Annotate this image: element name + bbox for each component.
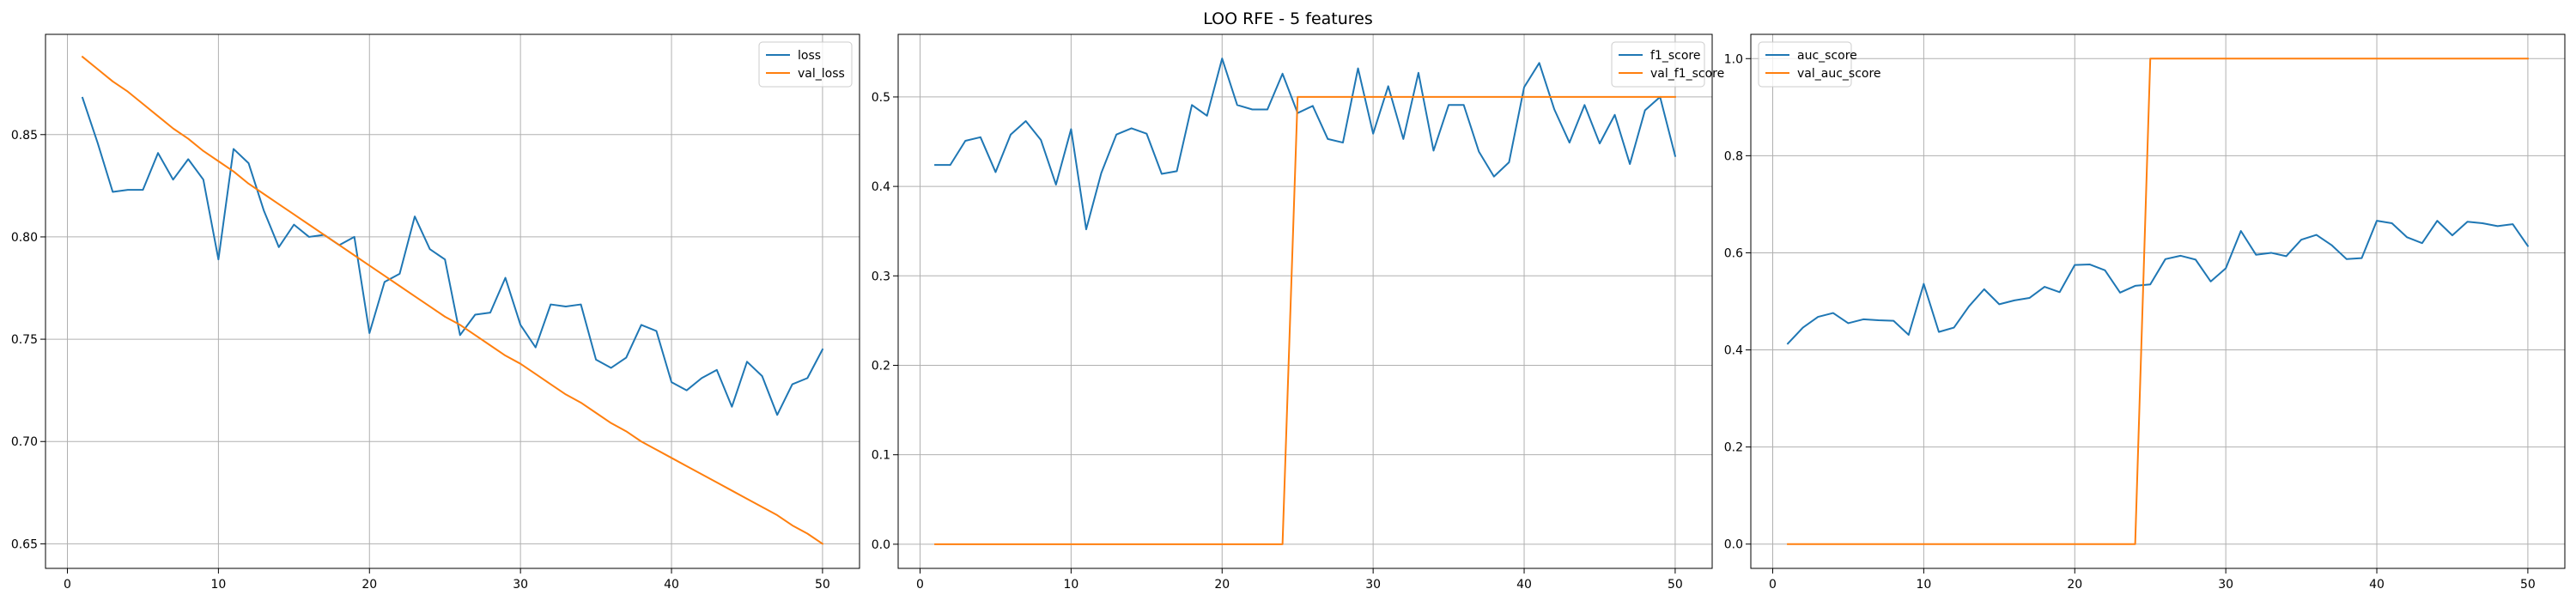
x-tick-label: 10 xyxy=(1063,578,1078,592)
figure-title: LOO RFE - 5 features xyxy=(1203,9,1373,28)
x-tick-label: 10 xyxy=(210,578,226,592)
y-tick-label: 0.85 xyxy=(11,129,38,143)
y-tick-label: 0.3 xyxy=(872,270,890,283)
legend-label: val_loss xyxy=(798,67,845,81)
chart-panel-1: 0 10 20 30 40 50 0.65 0.70 0.75 0.80 0.85 loss val_l… xyxy=(11,33,860,592)
series-line-f1-score xyxy=(934,58,1677,231)
axes-frame xyxy=(897,33,1713,569)
x-tick-label: 30 xyxy=(2218,578,2233,592)
y-tick-label: 0.0 xyxy=(1724,538,1743,552)
legend: f1_score val_f1_score xyxy=(1611,41,1724,88)
legend-box xyxy=(758,41,853,88)
y-tick-label: 0.70 xyxy=(11,435,38,449)
y-tick-label: 0.1 xyxy=(872,449,890,463)
legend-label: f1_score xyxy=(1650,49,1700,63)
x-tick-label: 50 xyxy=(1668,578,1683,592)
legend-box xyxy=(1758,41,1852,88)
x-tick-label: 20 xyxy=(2067,578,2082,592)
x-tick-label: 50 xyxy=(2520,578,2536,592)
x-tick-label: 20 xyxy=(1214,578,1230,592)
chart-panel-3: 0 10 20 30 40 50 0.0 0.2 0.4 0.6 0.8 1.0 auc_scoreva… xyxy=(1724,33,2566,592)
series-line-loss xyxy=(81,96,824,416)
y-tick-label: 0.0 xyxy=(872,538,890,552)
x-tick-label: 20 xyxy=(361,578,377,592)
y-tick-label: 0.2 xyxy=(1724,441,1743,455)
series-line-val-auc-score xyxy=(1787,58,2529,545)
y-tick-label: 1.0 xyxy=(1724,52,1743,66)
legend: auc_score val_auc_score xyxy=(1758,41,1881,88)
y-tick-label: 0.80 xyxy=(11,231,38,245)
x-tick-label: 40 xyxy=(664,578,679,592)
x-tick-label: 0 xyxy=(1769,578,1777,592)
legend-label: val_f1_score xyxy=(1650,67,1724,81)
x-tick-label: 40 xyxy=(2369,578,2385,592)
x-tick-label: 50 xyxy=(815,578,830,592)
x-tick-label: 0 xyxy=(916,578,924,592)
y-tick-label: 0.65 xyxy=(11,537,38,551)
legend-box xyxy=(1611,41,1705,88)
legend: loss val_loss xyxy=(758,41,853,88)
series-line-val-f1-score xyxy=(934,95,1676,545)
axes-frame xyxy=(45,33,860,569)
axes-frame xyxy=(1750,33,2566,569)
y-tick-label: 0.8 xyxy=(1724,149,1743,163)
legend-label: val_auc_score xyxy=(1797,67,1881,81)
legend-label: auc_score xyxy=(1797,49,1857,63)
x-tick-label: 10 xyxy=(1916,578,1931,592)
y-tick-label: 0.75 xyxy=(11,333,38,347)
chart-panel-2: 0 10 20 30 40 50 0.0 0.1 0.2 0.3 0.4 0.5 f1_scoreval… xyxy=(872,33,1724,592)
y-tick-label: 0.2 xyxy=(872,359,890,373)
series-line-auc-score xyxy=(1786,220,2530,345)
x-tick-label: 0 xyxy=(64,578,71,592)
y-tick-label: 0.6 xyxy=(1724,246,1743,260)
series-line-val-loss xyxy=(81,55,824,545)
x-tick-label: 30 xyxy=(513,578,528,592)
y-tick-label: 0.4 xyxy=(872,180,890,194)
y-tick-label: 0.5 xyxy=(872,91,890,105)
legend-label: loss xyxy=(798,49,821,63)
y-tick-label: 0.4 xyxy=(1724,344,1743,358)
x-tick-label: 40 xyxy=(1516,578,1532,592)
x-tick-label: 30 xyxy=(1365,578,1381,592)
